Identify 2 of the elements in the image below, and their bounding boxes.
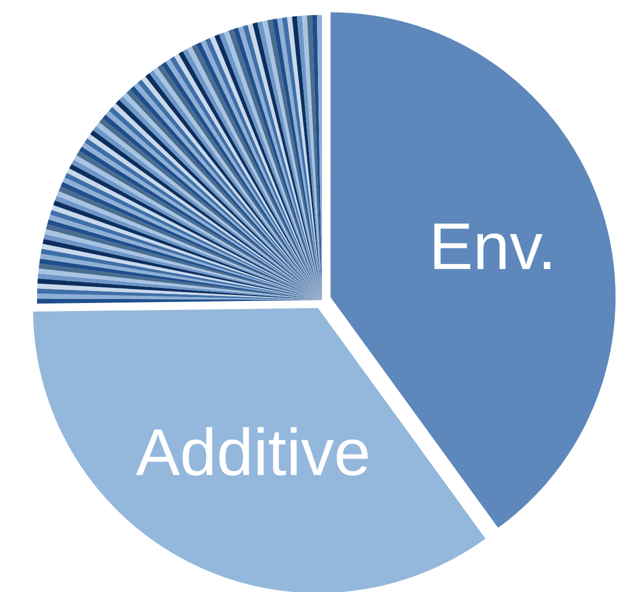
slice-label: Env. (429, 209, 556, 284)
slice-label: Additive (136, 414, 371, 489)
